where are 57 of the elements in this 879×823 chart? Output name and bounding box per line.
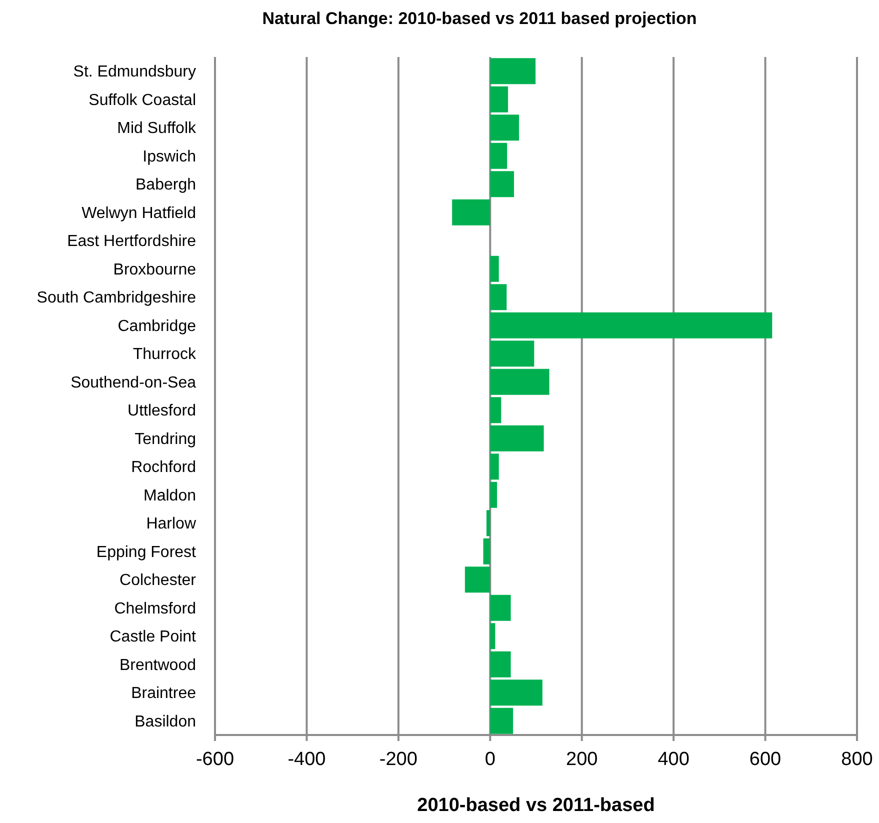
x-tick-label: 0 — [484, 749, 496, 770]
y-tick-label: Brentwood — [120, 656, 196, 674]
y-tick-label: Mid Suffolk — [117, 120, 197, 138]
y-tick-label: Maldon — [144, 487, 196, 504]
y-tick-label: Epping Forest — [96, 544, 197, 561]
bar — [490, 368, 550, 395]
y-tick-label: Southend-on-Sea — [70, 374, 196, 392]
y-tick-label: Colchester — [120, 572, 197, 590]
bar — [490, 680, 542, 706]
y-tick-label: Chelmsford — [114, 600, 196, 618]
bar — [490, 284, 507, 310]
bar — [452, 199, 490, 226]
chart-title: Natural Change: 2010-based vs 2011 based projection — [262, 9, 697, 28]
bar — [486, 510, 490, 536]
bar — [490, 256, 499, 282]
y-tick-label: Babergh — [136, 176, 196, 194]
y-tick-label: Broxbourne — [113, 261, 196, 278]
y-tick-label: Harlow — [146, 516, 196, 533]
bar — [483, 538, 490, 564]
x-tick-label: 400 — [658, 749, 690, 770]
bar — [464, 566, 490, 593]
bar — [490, 454, 499, 480]
x-tick-label: -600 — [196, 749, 234, 770]
bar — [490, 86, 508, 112]
bar — [490, 425, 544, 452]
bar — [490, 397, 502, 424]
bar — [490, 312, 772, 338]
bar — [490, 651, 511, 678]
bar — [490, 58, 536, 84]
x-tick-label: 200 — [566, 749, 598, 770]
y-tick-label: Thurrock — [132, 346, 197, 364]
y-tick-label: Castle Point — [110, 628, 197, 646]
bar — [490, 623, 496, 650]
y-tick-label: Basildon — [134, 713, 196, 730]
bar — [490, 340, 534, 367]
x-axis-title: 2010-based vs 2011-based — [417, 795, 655, 816]
y-tick-label: Suffolk Coastal — [88, 92, 196, 109]
y-tick-label: Rochford — [131, 459, 196, 476]
bar — [490, 708, 514, 734]
y-tick-label: Tendring — [134, 430, 196, 448]
x-tick-label: 800 — [841, 749, 873, 770]
bar — [490, 482, 498, 508]
y-tick-label: St. Edmundsbury — [73, 64, 196, 81]
y-tick-label: Welwyn Hatfield — [82, 204, 196, 222]
y-tick-label: South Cambridgeshire — [36, 290, 196, 307]
bar — [490, 594, 511, 621]
y-tick-label: Uttlesford — [128, 402, 196, 420]
y-tick-label: East Hertfordshire — [67, 233, 196, 250]
bar — [490, 142, 508, 169]
y-tick-label: Cambridge — [118, 318, 196, 335]
x-tick-label: -400 — [288, 749, 326, 770]
y-tick-label: Braintree — [131, 685, 196, 702]
y-tick-label: Ipswich — [142, 148, 196, 166]
bar — [490, 114, 520, 141]
x-tick-label: -200 — [379, 749, 418, 770]
bar — [490, 171, 514, 198]
x-tick-label: 600 — [749, 749, 782, 770]
